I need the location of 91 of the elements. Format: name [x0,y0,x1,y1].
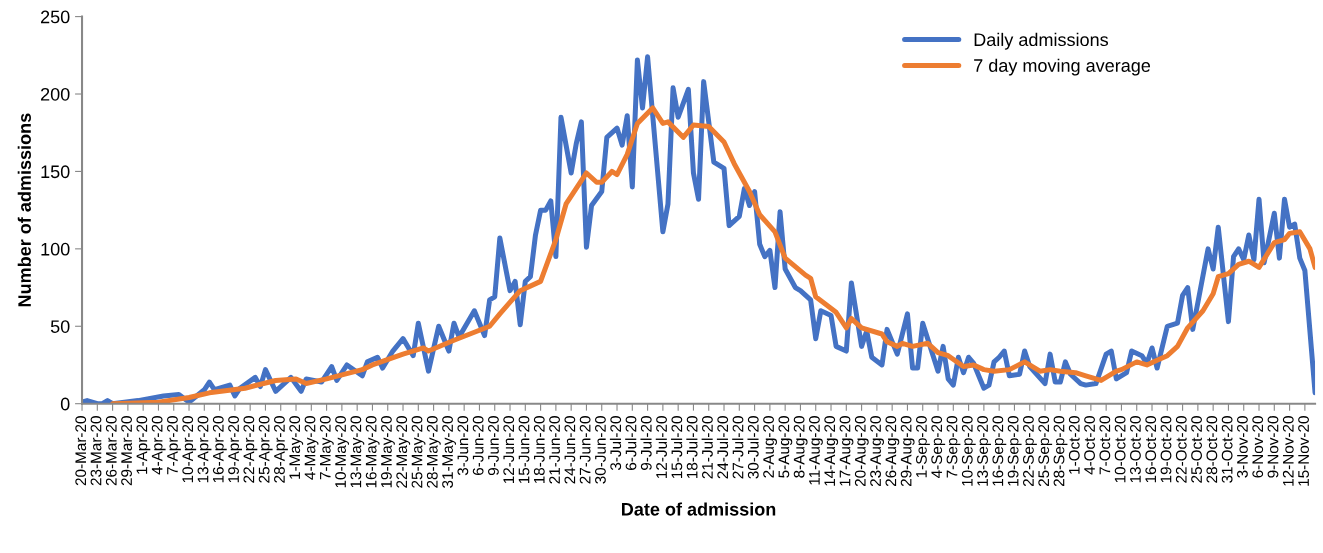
x-tick-label: 7-Apr-20 [167,416,181,475]
x-tick-label: 5-Aug-20 [778,416,793,478]
x-tick-label: 19-Apr-20 [228,416,242,483]
x-tick-label: 22-May-20 [396,416,411,488]
x-tick-label: 17-Aug-20 [839,416,854,486]
x-tick-label: 22-Sep-20 [1023,416,1037,487]
x-tick-label: 4-May-20 [304,416,319,480]
x-tick-label: 7-Oct-20 [1099,416,1111,475]
x-tick-label: 25-May-20 [411,416,426,488]
legend-label: 7 day moving average [974,58,1151,76]
x-tick-label: 26-Aug-20 [885,416,900,487]
y-tick-label: 0 [60,397,70,411]
x-tick-label: 25-Oct-20 [1191,416,1202,483]
x-tick-label: 6-Jun-20 [472,416,484,476]
x-tick-label: 20-Mar-20 [75,416,87,486]
x-tick-label: 7-Sep-20 [946,416,961,478]
x-tick-label: 6-Jul-20 [625,416,637,470]
x-tick-label: 16-Oct-20 [1145,416,1157,483]
x-tick-label: 30-Jun-20 [595,416,606,484]
x-tick-label: 10-Sep-20 [961,416,976,486]
x-tick-label: 14-Aug-20 [824,416,839,486]
x-axis-title: Date of admission [622,502,776,516]
x-tick-label: 3-Nov-20 [1237,416,1248,478]
x-tick-label: 11-Aug-20 [809,416,823,485]
x-tick-label: 28-Oct-20 [1206,416,1218,483]
x-tick-label: 15-Nov-20 [1298,416,1309,486]
x-tick-label: 3-Jul-20 [609,416,622,471]
x-tick-label: 18-Jul-20 [686,416,698,479]
x-tick-label: 1-Oct-20 [1068,416,1080,474]
y-tick-label: 200 [41,87,70,101]
x-tick-label: 24-Jul-20 [716,416,729,479]
x-tick-label: 16-Sep-20 [992,416,1007,486]
x-tick-label: 6-Nov-20 [1252,416,1264,478]
x-tick-label: 19-Oct-20 [1160,416,1172,483]
x-tick-label: 29-Mar-20 [121,416,132,486]
x-tick-label: 4-Oct-20 [1084,416,1095,475]
x-tick-label: 22-Apr-20 [243,416,258,483]
x-tick-label: 19-Sep-20 [1007,416,1022,486]
x-tick-label: 10-May-20 [335,416,349,488]
x-tick-label: 25-Apr-20 [258,416,273,483]
x-tick-label: 28-May-20 [426,416,441,488]
x-tick-label: 4-Sep-20 [931,416,946,478]
x-tick-label: 2-Aug-20 [763,416,777,478]
x-tick-label: 16-Apr-20 [212,416,227,483]
x-tick-label: 13-May-20 [350,416,365,488]
x-tick-label: 22-Oct-20 [1175,416,1187,483]
y-tick-label: 100 [41,242,70,256]
x-tick-label: 29-Aug-20 [900,416,915,487]
x-tick-label: 25-Sep-20 [1038,416,1053,487]
x-tick-label: 8-Aug-20 [793,416,808,478]
x-tick-label: 31-May-20 [442,416,456,488]
x-tick-label: 18-Jun-20 [533,416,545,484]
x-tick-label: 13-Sep-20 [977,416,991,486]
x-tick-label: 7-May-20 [319,416,334,480]
x-tick-label: 19-May-20 [381,416,395,488]
y-tick-label: 250 [41,10,70,24]
x-tick-label: 1-Apr-20 [136,416,151,474]
x-tick-label: 12-Jun-20 [503,416,515,484]
x-tick-label: 9-Nov-20 [1267,416,1279,478]
x-tick-label: 30-Jul-20 [747,416,759,479]
x-tick-label: 4-Apr-20 [151,416,166,475]
x-tick-label: 23-Aug-20 [870,416,884,487]
legend-label: Daily admissions [974,32,1109,50]
x-tick-label: 23-Mar-20 [90,416,102,486]
x-tick-label: 27-Jun-20 [579,416,591,484]
x-tick-label: 20-Aug-20 [854,416,869,487]
x-tick-label: 3-Jun-20 [457,416,469,476]
x-tick-label: 28-Sep-20 [1053,416,1068,487]
x-tick-label: 15-Jun-20 [518,416,530,484]
x-tick-label: 16-May-20 [365,416,380,488]
x-tick-label: 24-Jun-20 [564,416,576,484]
x-tick-label: 9-Jul-20 [640,416,652,470]
x-tick-label: 9-Jun-20 [488,416,499,476]
x-tick-label: 12-Nov-20 [1282,416,1294,486]
x-tick-label: 10-Oct-20 [1114,416,1126,483]
x-tick-label: 26-Mar-20 [105,416,117,486]
x-tick-label: 13-Apr-20 [197,416,212,483]
x-tick-label: 15-Jul-20 [671,416,683,479]
y-tick-label: 150 [41,165,70,179]
y-tick-label: 50 [50,320,70,333]
x-tick-label: 21-Jun-20 [549,416,560,484]
x-tick-label: 31-Oct-20 [1221,416,1233,483]
x-tick-label: 1-May-20 [289,416,304,479]
x-tick-label: 13-Oct-20 [1130,416,1141,483]
x-tick-label: 21-Jul-20 [701,416,713,479]
x-tick-label: 12-Jul-20 [655,416,667,479]
x-tick-label: 1-Sep-20 [916,416,930,478]
x-tick-label: 28-Apr-20 [274,416,288,483]
y-axis-title: Number of admissions [17,113,31,307]
x-tick-label: 10-Apr-20 [182,416,197,483]
x-tick-label: 27-Jul-20 [732,416,744,479]
